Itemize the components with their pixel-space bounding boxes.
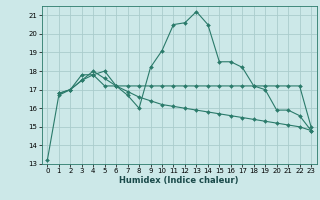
X-axis label: Humidex (Indice chaleur): Humidex (Indice chaleur) — [119, 176, 239, 185]
